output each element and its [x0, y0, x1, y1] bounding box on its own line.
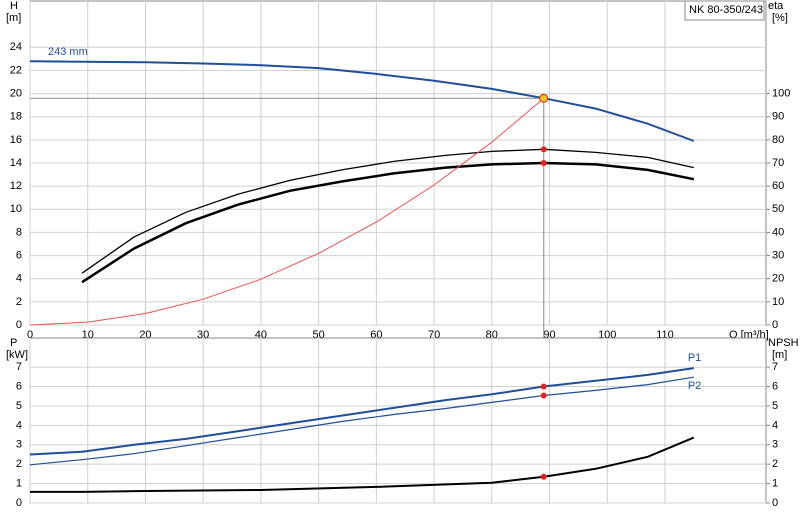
y2-tick-label: 60 — [772, 180, 784, 192]
y-tick-label: 1 — [16, 477, 22, 489]
y2-tick-label: 6 — [772, 380, 778, 392]
y2-tick-label: 0 — [772, 319, 778, 331]
y2-tick-label: 0 — [772, 497, 778, 509]
y-tick-label: 0 — [16, 319, 22, 331]
y2-tick-label: 4 — [772, 419, 778, 431]
y-tick-label: 16 — [10, 134, 22, 146]
chart-title: NK 80-350/243 — [689, 4, 763, 16]
curve — [29, 376, 694, 466]
y2-tick-label: 70 — [772, 157, 784, 169]
curve-label: 243 mm — [48, 46, 88, 58]
y2-axis-label: NPSH — [768, 337, 799, 349]
y-tick-label: 4 — [16, 419, 22, 431]
y-tick-label: 8 — [16, 226, 22, 238]
y2-tick-label: 5 — [772, 400, 778, 412]
y2-tick-label: 30 — [772, 249, 784, 261]
y2-axis-unit: [%] — [772, 12, 788, 24]
curve — [81, 161, 695, 284]
y2-axis-label: eta — [768, 0, 784, 12]
y-axis-unit: [m] — [6, 12, 21, 24]
title-box — [684, 0, 765, 21]
curve — [29, 97, 545, 326]
y-tick-label: 0 — [16, 497, 22, 509]
y-axis-label: P — [10, 337, 17, 349]
y2-tick-label: 10 — [772, 296, 784, 308]
curve-label: P1 — [688, 352, 701, 364]
y2-tick-label: 80 — [772, 134, 784, 146]
y2-tick-label: 7 — [772, 361, 778, 373]
y-tick-label: 7 — [16, 361, 22, 373]
y2-tick-label: 2 — [772, 458, 778, 470]
plot-frame — [29, 337, 767, 504]
y2-tick-label: 40 — [772, 226, 784, 238]
y-tick-label: 22 — [10, 64, 22, 76]
duty-point — [540, 160, 547, 166]
y-tick-label: 6 — [16, 249, 22, 261]
y2-tick-label: 90 — [772, 111, 784, 123]
y-tick-label: 3 — [16, 439, 22, 451]
y-tick-label: 18 — [10, 111, 22, 123]
duty-point — [540, 383, 547, 390]
curve-label: P2 — [688, 380, 701, 392]
y2-tick-label: 3 — [772, 439, 778, 451]
y2-axis-unit: [m] — [772, 349, 787, 361]
curve — [29, 367, 694, 456]
y-tick-label: 2 — [16, 296, 22, 308]
y-axis-unit: [kW] — [6, 349, 28, 361]
duty-point — [539, 93, 549, 103]
y2-tick-label: 50 — [772, 203, 784, 215]
y-tick-label: 6 — [16, 380, 22, 392]
y-axis-label: H — [10, 0, 18, 12]
curve — [30, 436, 695, 493]
y-tick-label: 4 — [16, 273, 22, 285]
y2-tick-label: 20 — [772, 273, 784, 285]
curve — [81, 148, 694, 274]
y-tick-label: 14 — [10, 157, 22, 169]
duty-point — [540, 473, 547, 480]
y-tick-label: 24 — [10, 41, 22, 53]
y-tick-label: 12 — [10, 180, 22, 192]
duty-point — [540, 146, 547, 153]
duty-point — [540, 392, 547, 399]
y-tick-label: 10 — [10, 203, 22, 215]
x-tick-label: 0 — [27, 329, 33, 341]
y-tick-label: 2 — [16, 458, 22, 470]
y2-tick-label: 100 — [772, 87, 790, 99]
y-tick-label: 5 — [16, 400, 22, 412]
y2-tick-label: 1 — [772, 477, 778, 489]
curve — [29, 60, 695, 142]
y-tick-label: 20 — [10, 87, 22, 99]
